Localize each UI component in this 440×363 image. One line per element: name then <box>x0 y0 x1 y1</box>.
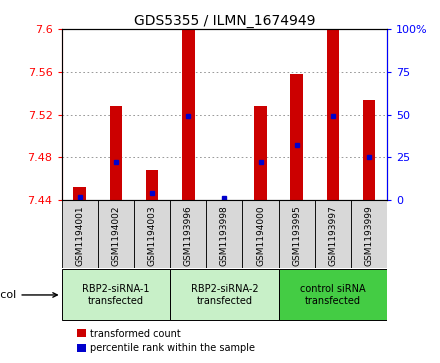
Bar <box>170 200 206 268</box>
Bar <box>326 29 339 200</box>
Bar <box>351 200 387 268</box>
Bar <box>62 269 170 321</box>
Bar <box>62 200 98 268</box>
Bar <box>110 106 122 200</box>
Text: RBP2-siRNA-1
transfected: RBP2-siRNA-1 transfected <box>82 284 150 306</box>
Text: GSM1193995: GSM1193995 <box>292 205 301 266</box>
Bar <box>146 170 158 200</box>
Bar <box>98 200 134 268</box>
Bar <box>170 269 279 321</box>
Text: GSM1193997: GSM1193997 <box>328 205 337 266</box>
Text: GSM1194002: GSM1194002 <box>111 205 121 266</box>
Bar <box>73 187 86 200</box>
Bar <box>279 200 315 268</box>
Text: control siRNA
transfected: control siRNA transfected <box>300 284 366 306</box>
Text: GSM1194000: GSM1194000 <box>256 205 265 266</box>
Bar <box>315 200 351 268</box>
Bar <box>254 106 267 200</box>
Bar <box>182 29 194 200</box>
Text: GSM1193996: GSM1193996 <box>184 205 193 266</box>
Bar <box>206 200 242 268</box>
Bar <box>134 200 170 268</box>
Legend: transformed count, percentile rank within the sample: transformed count, percentile rank withi… <box>73 325 259 357</box>
Text: GSM1194003: GSM1194003 <box>147 205 157 266</box>
Bar <box>363 99 375 200</box>
Text: protocol: protocol <box>0 290 57 300</box>
Bar <box>279 269 387 321</box>
Bar <box>290 74 303 200</box>
Title: GDS5355 / ILMN_1674949: GDS5355 / ILMN_1674949 <box>134 14 315 28</box>
Bar <box>242 200 279 268</box>
Text: GSM1193998: GSM1193998 <box>220 205 229 266</box>
Text: RBP2-siRNA-2
transfected: RBP2-siRNA-2 transfected <box>191 284 258 306</box>
Text: GSM1194001: GSM1194001 <box>75 205 84 266</box>
Text: GSM1193999: GSM1193999 <box>365 205 374 266</box>
